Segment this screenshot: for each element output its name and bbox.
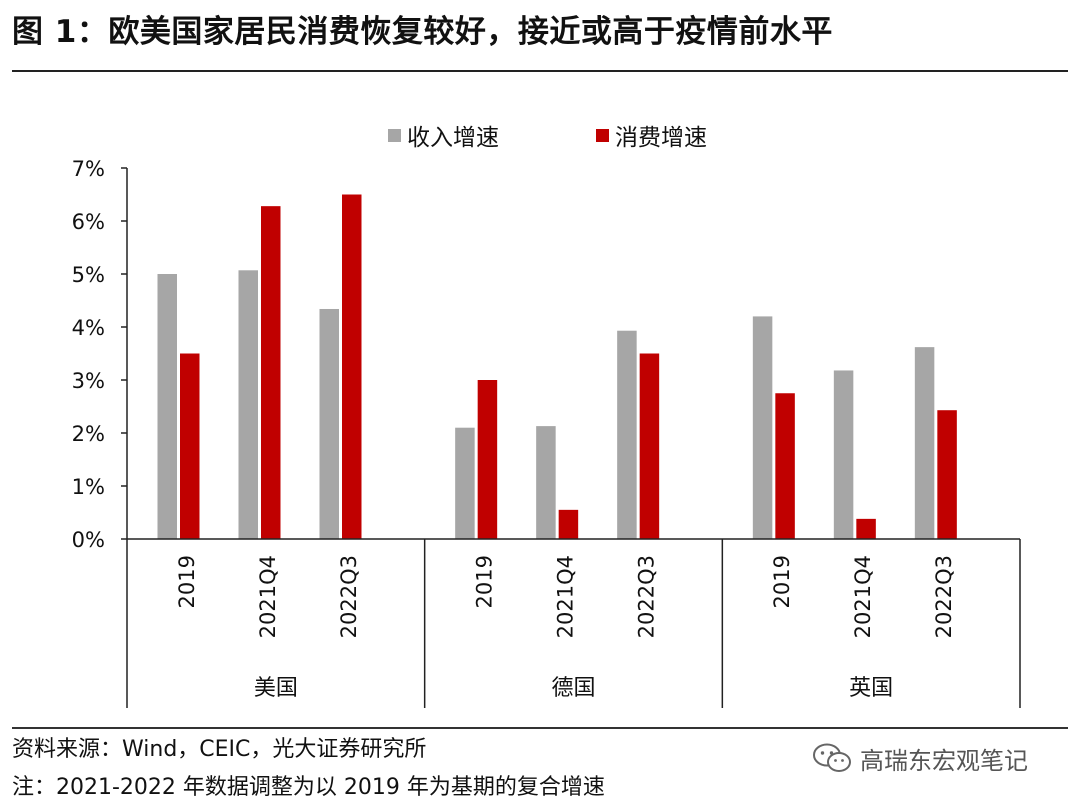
watermark: 高瑞东宏观笔记 <box>812 740 1028 776</box>
consumption-bar <box>856 518 876 539</box>
legend-label: 消费增速 <box>615 125 707 151</box>
income-bar <box>319 308 339 539</box>
legend-label: 收入增速 <box>407 125 499 151</box>
y-tick-label: 3% <box>72 369 105 393</box>
category-label: 2021Q4 <box>554 555 578 638</box>
wechat-icon <box>813 743 851 772</box>
category-label: 2021Q4 <box>851 555 875 638</box>
y-tick-label: 1% <box>72 475 105 499</box>
y-axis: 0% 1% 2% 3% 4% 5% 6% 7% <box>72 157 128 552</box>
group-label: 英国 <box>849 676 893 701</box>
category-label: 2019 <box>175 555 199 608</box>
bars <box>157 194 957 539</box>
category-label: 2019 <box>770 555 794 608</box>
data-note: 注：2021-2022 年数据调整为以 2019 年为基期的复合增速 <box>12 775 605 800</box>
watermark-text: 高瑞东宏观笔记 <box>860 746 1028 775</box>
y-tick-label: 7% <box>72 157 105 181</box>
x-axis: 2019 2021Q4 2022Q3 2019 2021Q4 2022Q3 2019 2021… <box>126 538 1021 708</box>
y-tick-label: 0% <box>72 528 105 552</box>
y-tick-label: 6% <box>72 210 105 234</box>
chart-legend: 收入增速 消费增速 <box>388 125 707 151</box>
bar-chart: 收入增速 消费增速 0% 1% 2% 3% 4% 5% 6% 7% 2019 2021Q4 2022… <box>72 125 1021 708</box>
consumption-bar <box>261 206 281 539</box>
consumption-bar <box>639 353 660 539</box>
consumption-bar <box>775 393 795 539</box>
y-tick-label: 2% <box>72 422 105 446</box>
income-bar <box>238 270 258 539</box>
legend-swatch <box>596 129 609 142</box>
category-label: 2022Q3 <box>337 555 361 638</box>
category-label: 2022Q3 <box>932 555 956 638</box>
consumption-bar <box>937 410 957 539</box>
category-label: 2022Q3 <box>635 555 659 638</box>
consumption-bar <box>180 353 200 539</box>
category-label: 2021Q4 <box>256 555 280 638</box>
consumption-bar <box>558 509 579 539</box>
income-bar <box>617 330 637 539</box>
consumption-bar <box>342 194 362 539</box>
category-label: 2019 <box>473 555 497 608</box>
group-label: 美国 <box>254 676 298 701</box>
y-tick-label: 5% <box>72 263 105 287</box>
group-label: 德国 <box>551 676 595 701</box>
income-bar <box>833 370 854 539</box>
source-note: 资料来源：Wind，CEIC，光大证券研究所 <box>12 737 427 762</box>
consumption-bar <box>477 380 498 539</box>
income-bar <box>455 427 475 539</box>
y-tick-label: 4% <box>72 316 105 340</box>
income-bar <box>157 274 177 539</box>
income-bar <box>914 347 935 539</box>
income-bar <box>536 426 556 539</box>
title-divider <box>12 70 1068 72</box>
legend-swatch <box>388 129 401 142</box>
income-bar <box>752 316 773 539</box>
footer-divider <box>12 727 1068 729</box>
page-title: 图 1：欧美国家居民消费恢复较好，接近或高于疫情前水平 <box>12 14 833 50</box>
